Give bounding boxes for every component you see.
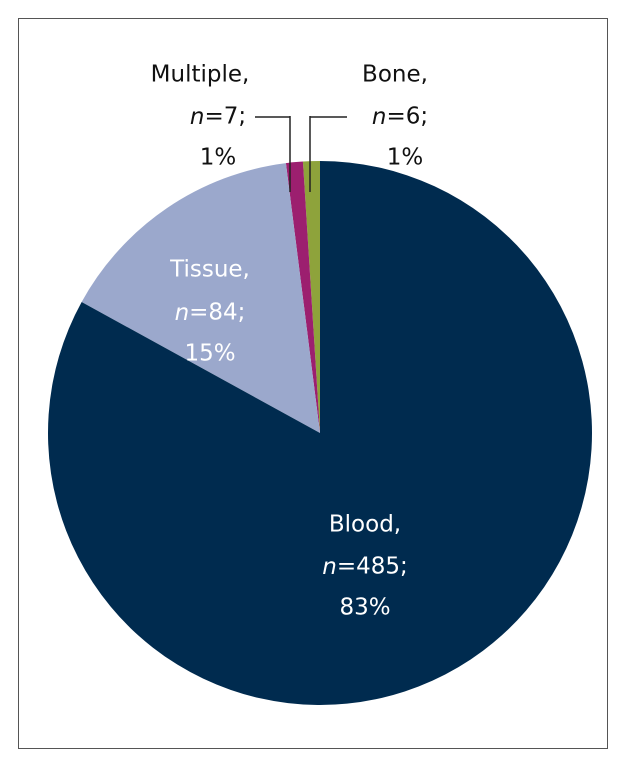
count-label: n=485; [322,554,408,580]
frame [18,18,608,749]
percent-label: 83% [339,595,390,621]
slice-label: Tissue, [169,257,250,283]
slice-label: Multiple, [151,62,250,88]
count-label: n=84; [175,300,246,326]
slice-label: Bone, [362,62,428,88]
pie-slice [47,161,593,705]
percent-label: 1% [387,145,424,171]
pie-slice [302,161,320,433]
pie-slice [285,161,320,433]
percent-label: 15% [184,341,235,367]
percent-label: 1% [200,145,237,171]
count-label: n=6; [372,104,428,130]
pie-slice [81,163,320,433]
slice-label: Blood, [329,512,401,538]
count-label: n=7; [190,104,246,130]
